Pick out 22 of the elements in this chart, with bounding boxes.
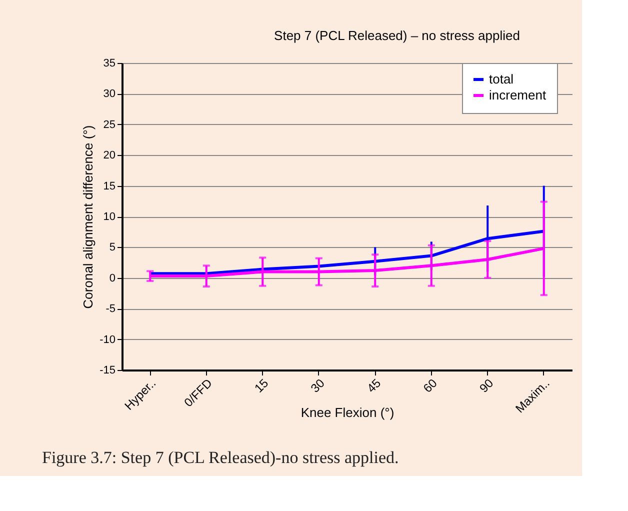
x-tick-label: 30 — [308, 376, 328, 396]
y-axis-title: Coronal alignment difference (°) — [80, 125, 96, 309]
y-tick-label: 10 — [103, 211, 116, 223]
y-tick-label: 25 — [103, 118, 116, 131]
y-tick-label: -10 — [100, 334, 116, 346]
y-tick-label: -5 — [106, 303, 116, 316]
y-tick-label: -15 — [100, 364, 116, 376]
legend-label: total — [489, 72, 514, 86]
y-tick-label: 35 — [103, 58, 116, 70]
y-tick-label: 0 — [109, 272, 116, 284]
x-axis-title: Knee Flexion (°) — [300, 404, 394, 420]
x-tick-label: 60 — [420, 376, 440, 396]
x-tick-label: 90 — [476, 376, 496, 396]
chart-title: Step 7 (PCL Released) – no stress applied — [274, 28, 520, 43]
y-tick-label: 15 — [103, 180, 116, 192]
x-tick-label: 45 — [364, 376, 384, 396]
y-tick-label: 5 — [109, 242, 116, 254]
legend-label: increment — [489, 88, 546, 102]
caption: Figure 3.7: Step 7 (PCL Released)-no stress applied. — [42, 448, 399, 467]
y-tick-label: 30 — [103, 88, 116, 100]
y-tick-label: 20 — [103, 150, 116, 162]
x-tick-label: 15 — [252, 376, 272, 396]
